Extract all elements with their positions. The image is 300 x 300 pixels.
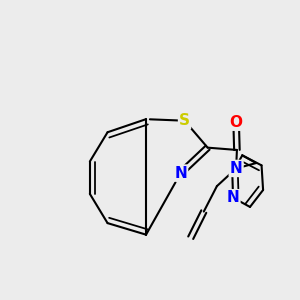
Text: N: N xyxy=(227,190,239,205)
Text: S: S xyxy=(179,113,190,128)
Text: N: N xyxy=(230,161,242,176)
Text: N: N xyxy=(174,166,187,181)
Text: O: O xyxy=(230,115,243,130)
